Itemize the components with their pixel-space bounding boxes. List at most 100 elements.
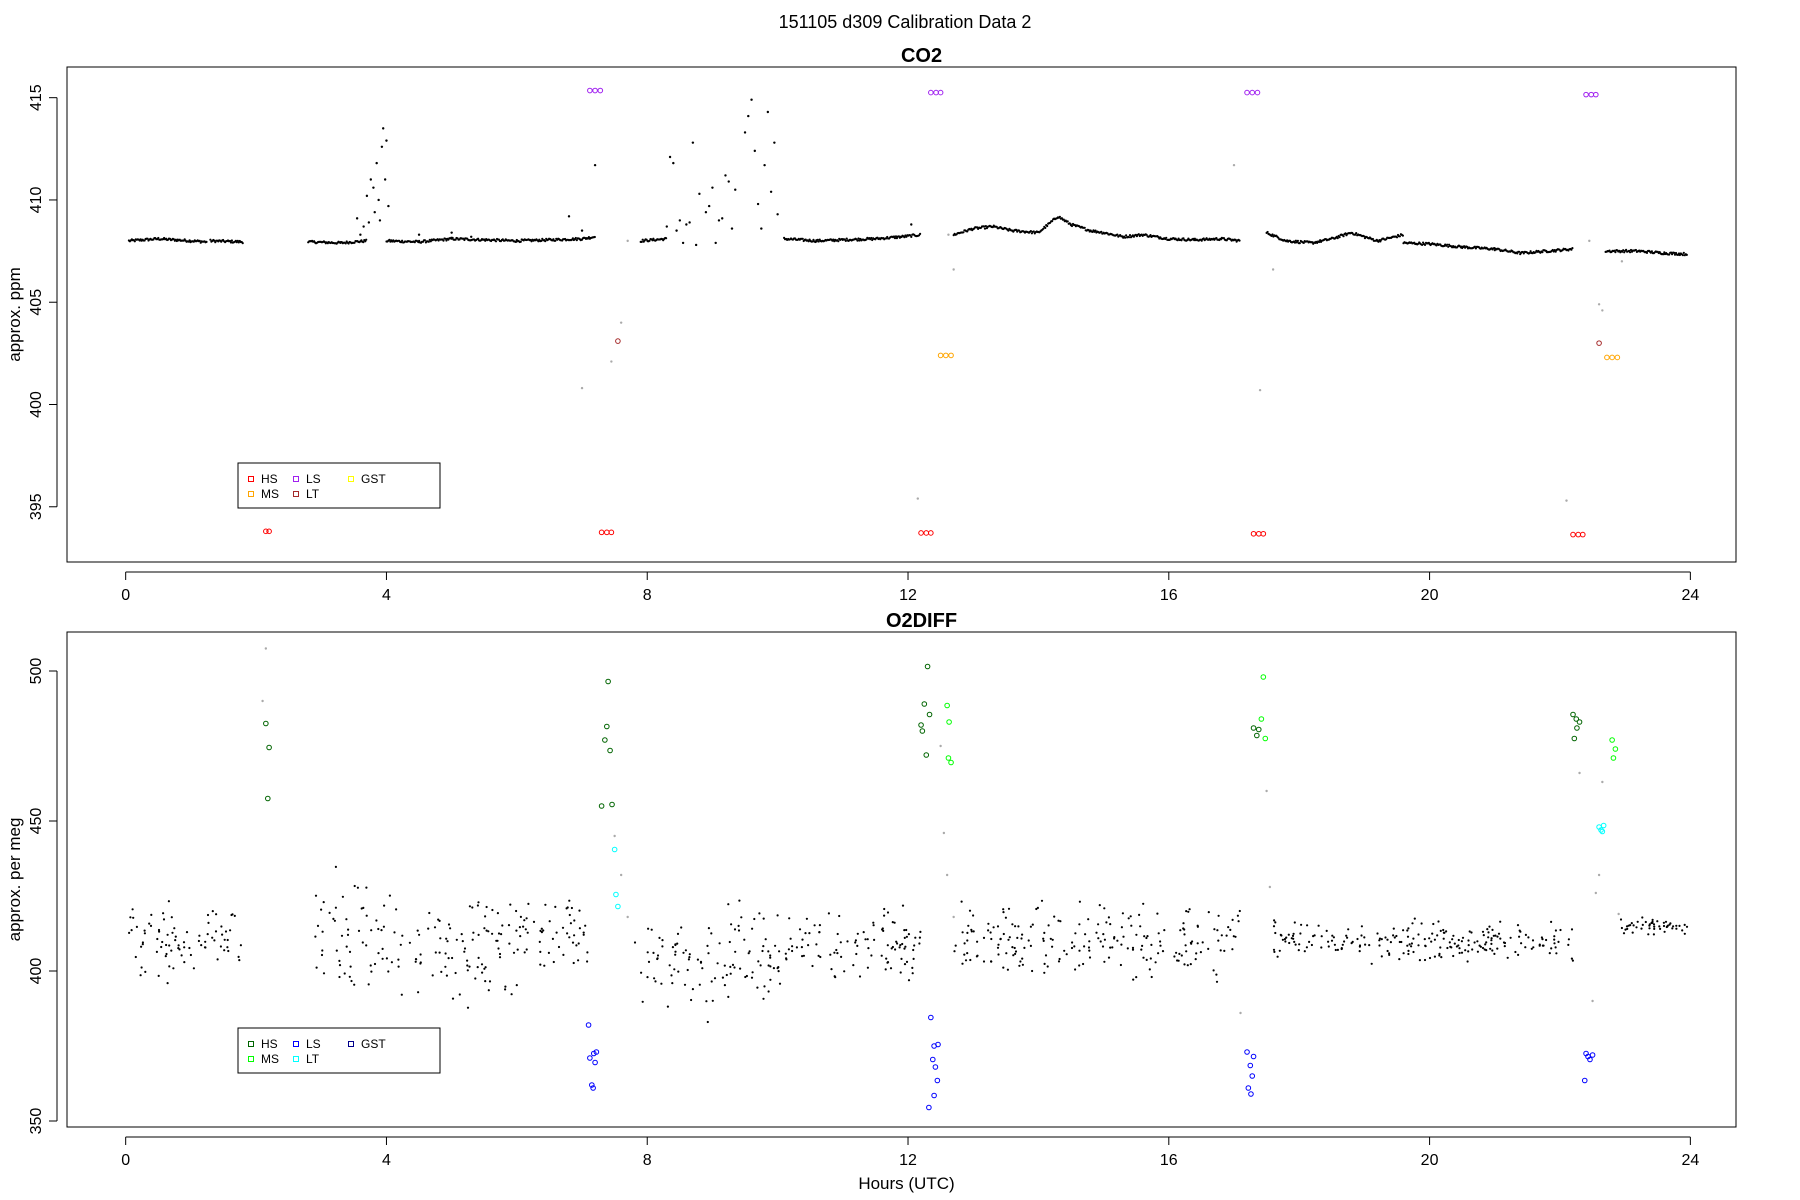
data-point xyxy=(1364,943,1367,946)
data-point xyxy=(1683,923,1686,927)
data-point xyxy=(801,237,804,240)
data-point xyxy=(1131,946,1135,950)
data-point xyxy=(835,948,838,952)
x-tick-label: 20 xyxy=(1421,1152,1439,1169)
data-point xyxy=(1653,927,1656,931)
data-point xyxy=(170,916,173,919)
data-point xyxy=(903,936,906,940)
data-point xyxy=(723,964,726,967)
data-point xyxy=(1516,252,1519,255)
data-point xyxy=(668,964,671,967)
panel-title: O2DIFF xyxy=(886,610,957,632)
data-point xyxy=(766,110,770,114)
data-point xyxy=(498,952,502,956)
data-point xyxy=(510,993,513,996)
data-point xyxy=(1145,958,1148,962)
transition-point xyxy=(1601,309,1604,312)
data-point xyxy=(734,188,737,191)
data-point xyxy=(129,916,132,919)
data-point xyxy=(1548,952,1551,955)
data-point xyxy=(1223,949,1226,953)
data-point xyxy=(685,223,688,226)
data-point xyxy=(1229,928,1232,932)
transition-point xyxy=(264,647,268,650)
data-point xyxy=(1150,975,1153,979)
data-point xyxy=(523,919,526,922)
data-point xyxy=(487,930,490,933)
transition-point xyxy=(1597,303,1601,306)
data-point xyxy=(1516,924,1520,927)
data-point xyxy=(1212,969,1215,972)
data-point xyxy=(1145,233,1148,236)
data-point xyxy=(836,952,839,955)
calibration-point xyxy=(266,744,272,751)
data-point xyxy=(918,942,921,945)
data-point xyxy=(1529,250,1532,253)
data-point xyxy=(1232,935,1235,938)
data-point xyxy=(1287,933,1290,936)
data-point xyxy=(1102,933,1105,936)
data-point xyxy=(444,952,447,955)
data-point xyxy=(1647,933,1650,936)
data-point xyxy=(886,961,890,964)
data-point xyxy=(982,225,986,228)
data-point xyxy=(1685,925,1689,928)
data-point xyxy=(903,929,906,932)
data-point xyxy=(1471,948,1474,951)
transition-point xyxy=(1617,912,1620,916)
data-point xyxy=(1109,923,1112,926)
data-point xyxy=(1550,920,1553,924)
data-point xyxy=(180,954,183,957)
data-point xyxy=(1481,930,1485,933)
calibration-point xyxy=(919,728,926,734)
data-point xyxy=(440,970,443,974)
data-point xyxy=(1675,927,1678,930)
data-point xyxy=(1517,953,1520,957)
data-point xyxy=(953,950,956,953)
data-point xyxy=(1087,918,1090,921)
calibration-point xyxy=(926,711,933,718)
data-point xyxy=(417,233,421,236)
x-tick-label: 4 xyxy=(382,587,391,604)
data-point xyxy=(188,946,191,950)
data-point xyxy=(1620,926,1623,930)
legend-marker xyxy=(293,491,299,497)
data-point xyxy=(446,940,449,943)
x-axis: 0 4 8 12 16 20 24 xyxy=(121,571,1699,604)
data-point xyxy=(578,909,581,912)
data-point xyxy=(414,958,418,961)
data-point xyxy=(1635,926,1638,929)
data-point xyxy=(1116,939,1119,942)
data-point xyxy=(182,941,186,944)
data-point xyxy=(1518,250,1521,253)
data-point xyxy=(1389,941,1392,944)
legend-label: HS xyxy=(261,1037,278,1051)
data-point xyxy=(204,946,207,949)
transition-point xyxy=(261,699,264,703)
data-point xyxy=(1557,940,1560,944)
data-point xyxy=(219,945,222,948)
data-point xyxy=(681,241,685,245)
data-point xyxy=(1570,928,1574,931)
data-point xyxy=(377,952,380,955)
data-point xyxy=(1636,920,1639,923)
data-point xyxy=(1347,928,1350,931)
data-point xyxy=(758,912,761,915)
data-point xyxy=(1274,931,1277,935)
data-point xyxy=(158,930,161,933)
data-point xyxy=(1300,923,1303,926)
data-point xyxy=(367,983,370,986)
data-point xyxy=(1476,950,1479,953)
data-point xyxy=(1002,966,1005,969)
data-point xyxy=(1047,924,1050,927)
data-point xyxy=(561,926,565,929)
series-ls xyxy=(587,87,1599,98)
data-point xyxy=(706,1020,709,1024)
series-ms xyxy=(937,352,1621,361)
data-point xyxy=(1378,939,1381,942)
data-point xyxy=(442,239,445,242)
data-point xyxy=(1116,233,1119,236)
data-point xyxy=(1530,947,1533,950)
data-point xyxy=(1188,908,1191,911)
y-tick-label: 350 xyxy=(28,1108,45,1135)
